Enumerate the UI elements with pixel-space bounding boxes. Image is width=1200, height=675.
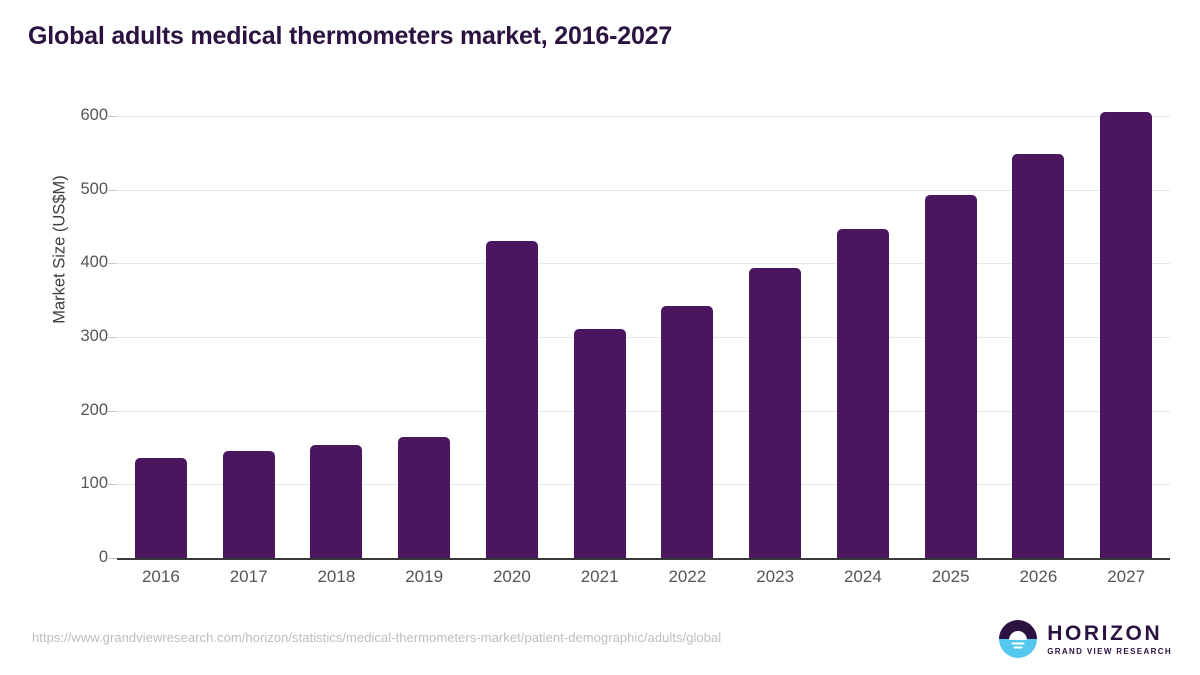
y-tick-label: 0 <box>98 548 108 566</box>
y-tick-mark <box>108 263 117 265</box>
bar-2023[interactable] <box>749 267 802 558</box>
gridline <box>117 263 1170 265</box>
x-tick-label-2021: 2021 <box>580 567 619 586</box>
gridline <box>117 410 1170 412</box>
bar-2024[interactable] <box>836 229 889 558</box>
y-tick-mark <box>108 558 117 559</box>
gridline <box>117 189 1170 191</box>
bar-2022[interactable] <box>661 306 714 558</box>
horizon-logo-wordmark: HORIZON <box>1047 621 1163 645</box>
x-tick-label-2022: 2022 <box>668 567 707 586</box>
gridline <box>117 116 1170 117</box>
y-tick-label: 500 <box>80 179 108 198</box>
bar-2019[interactable] <box>398 437 451 558</box>
x-tick-label-2017: 2017 <box>229 567 268 586</box>
source-url-label: https://www.grandviewresearch.com/horizo… <box>32 630 722 645</box>
gridline <box>117 337 1170 338</box>
x-tick-label-2023: 2023 <box>756 567 795 586</box>
gridline <box>117 484 1170 486</box>
x-tick-label-2024: 2024 <box>843 567 882 586</box>
y-tick-mark <box>108 410 117 412</box>
horizon-logo-tagline: GRAND VIEW RESEARCH <box>1047 646 1172 656</box>
bar-2018[interactable] <box>310 445 363 558</box>
horizon-logo-icon <box>998 619 1038 659</box>
x-tick-label-2025: 2025 <box>931 567 970 586</box>
bar-2025[interactable] <box>924 194 977 558</box>
bar-2021[interactable] <box>573 328 626 558</box>
y-tick-mark <box>108 484 117 486</box>
bar-2027[interactable] <box>1100 112 1153 558</box>
y-tick-mark <box>108 337 117 338</box>
y-tick-mark <box>108 116 117 117</box>
bar-2020[interactable] <box>485 240 538 558</box>
horizon-logo: HORIZON GRAND VIEW RESEARCH <box>998 618 1172 660</box>
y-tick-label: 100 <box>80 474 108 493</box>
bar-2016[interactable] <box>134 457 187 558</box>
y-tick-label: 600 <box>80 106 108 124</box>
page-title: Global adults medical thermometers marke… <box>28 22 673 50</box>
x-tick-label-2016: 2016 <box>141 567 180 586</box>
x-axis-line <box>117 558 1170 560</box>
bar-2017[interactable] <box>222 451 275 558</box>
x-tick-label-2027: 2027 <box>1107 567 1146 586</box>
x-tick-label-2020: 2020 <box>492 567 531 586</box>
bar-2026[interactable] <box>1012 153 1065 558</box>
y-tick-mark <box>108 189 117 191</box>
x-tick-label-2019: 2019 <box>405 567 444 586</box>
horizon-logo-text: HORIZON GRAND VIEW RESEARCH <box>1047 623 1172 656</box>
y-tick-label: 400 <box>80 253 108 272</box>
x-tick-label-2026: 2026 <box>1019 567 1058 586</box>
y-tick-label: 300 <box>80 327 108 345</box>
x-tick-label-2018: 2018 <box>317 567 356 586</box>
y-tick-label: 200 <box>80 400 108 419</box>
